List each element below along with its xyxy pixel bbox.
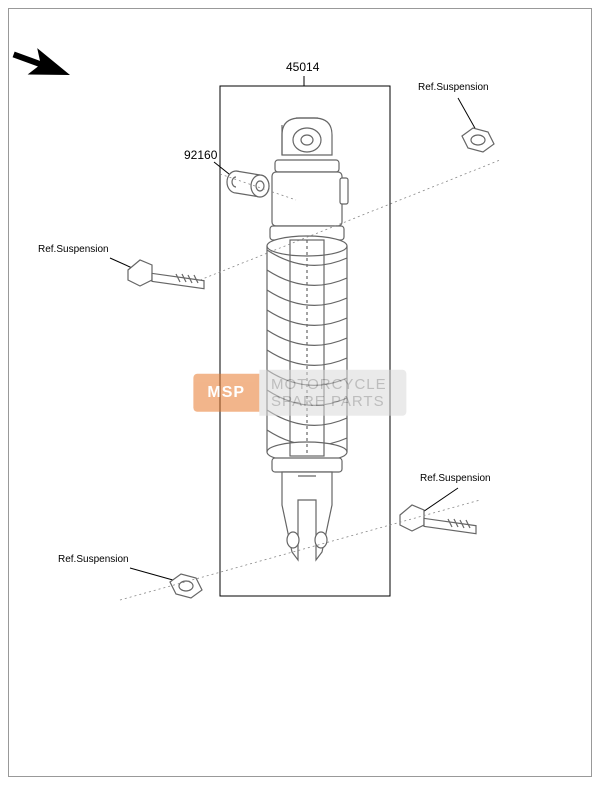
callout-45014: 45014: [286, 60, 319, 74]
bolt-lower: [400, 505, 476, 534]
shock-absorber: [267, 118, 348, 560]
ref-suspension-lower-left: Ref.Suspension: [58, 554, 129, 565]
ref-suspension-lower-right: Ref.Suspension: [420, 473, 491, 484]
direction-arrow: [9, 41, 75, 88]
bolt-upper: [128, 260, 204, 289]
ref-suspension-upper-left: Ref.Suspension: [38, 244, 109, 255]
bushing: [227, 171, 269, 197]
ref-suspension-upper-right: Ref.Suspension: [418, 82, 489, 93]
callout-92160: 92160: [184, 148, 217, 162]
nut-lower: [170, 574, 202, 598]
parts-diagram: [0, 0, 600, 785]
nut-upper: [462, 128, 494, 152]
